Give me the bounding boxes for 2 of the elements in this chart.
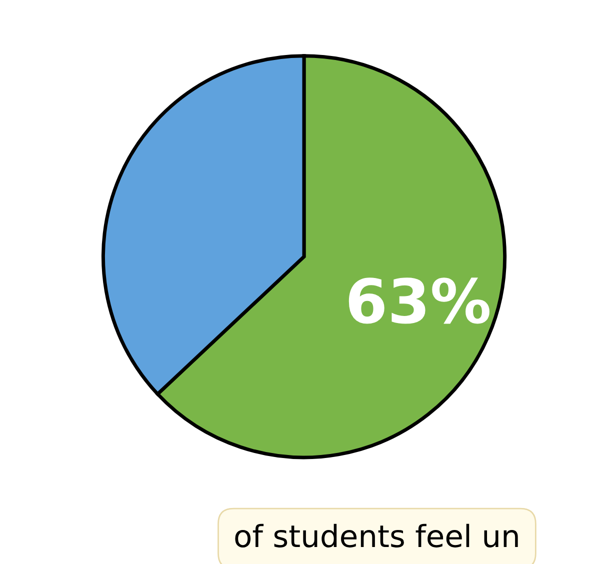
text: of students feel un <box>235 524 518 548</box>
data-label: 63% <box>348 278 490 324</box>
